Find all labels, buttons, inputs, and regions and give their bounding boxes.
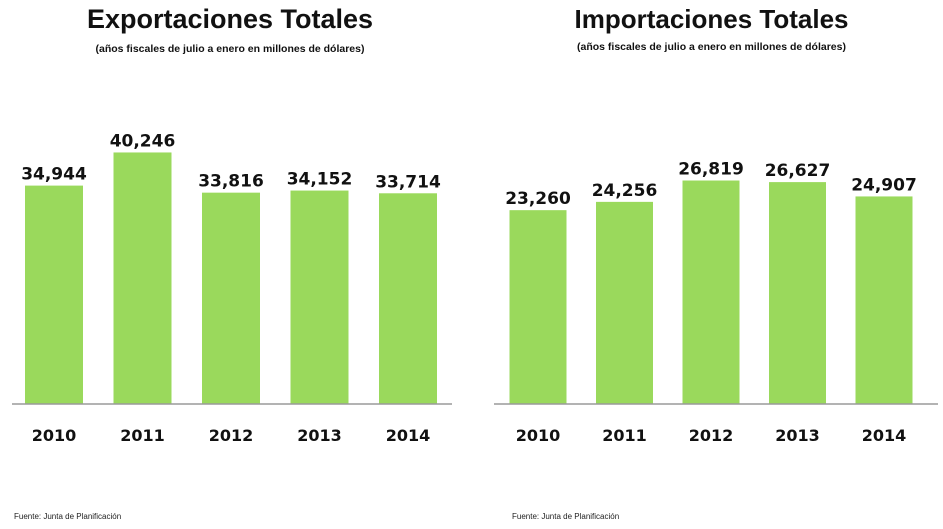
category-label-2010: 2010 (32, 426, 77, 445)
data-label-2011: 40,246 (110, 131, 176, 151)
source-note: Fuente: Junta de Planificación (14, 512, 122, 521)
category-label-2010: 2010 (516, 426, 561, 445)
bar-2011 (113, 152, 172, 404)
category-label-2014: 2014 (386, 426, 431, 445)
data-label-2010: 23,260 (505, 189, 571, 209)
bar-2011 (596, 201, 653, 404)
category-label-2012: 2012 (689, 426, 734, 445)
imports-chart-panel: Importaciones Totales (años fiscales de … (480, 0, 943, 529)
data-label-2012: 26,819 (678, 160, 744, 180)
data-label-2010: 34,944 (21, 165, 87, 185)
data-label-2014: 24,907 (851, 175, 917, 195)
category-label-2013: 2013 (297, 426, 342, 445)
source-note: Fuente: Junta de Planificación (512, 512, 620, 521)
data-label-2012: 33,816 (198, 172, 264, 192)
exports-bar-chart: 34,944 2010 40,246 2011 33,816 2012 34,152 2013… (12, 131, 452, 445)
imports-bar-chart: 23,260 2010 24,256 2011 26,819 2012 26,627 2013… (494, 160, 938, 445)
bar-2010 (25, 185, 83, 404)
bar-2010 (509, 210, 567, 404)
exports-chart-panel: Exportaciones Totales (años fiscales de … (0, 0, 460, 529)
category-label-2013: 2013 (775, 426, 820, 445)
category-label-2011: 2011 (120, 426, 165, 445)
chart-title: Importaciones Totales (574, 4, 849, 34)
bar-2014 (855, 196, 913, 404)
category-label-2011: 2011 (602, 426, 647, 445)
chart-subtitle: (años fiscales de julio a enero en millo… (576, 41, 846, 53)
category-label-2012: 2012 (209, 426, 254, 445)
category-label-2014: 2014 (862, 426, 907, 445)
data-label-2013: 34,152 (287, 170, 353, 190)
data-label-2011: 24,256 (592, 181, 658, 201)
bar-2013 (769, 182, 826, 404)
bar-2012 (202, 192, 260, 404)
bar-2014 (379, 193, 437, 404)
chart-subtitle: (años fiscales de julio a enero en millo… (95, 43, 365, 55)
bar-2012 (682, 180, 740, 404)
chart-title: Exportaciones Totales (86, 4, 374, 34)
data-label-2013: 26,627 (765, 161, 831, 181)
data-label-2014: 33,714 (375, 172, 441, 192)
bar-2013 (290, 190, 349, 404)
